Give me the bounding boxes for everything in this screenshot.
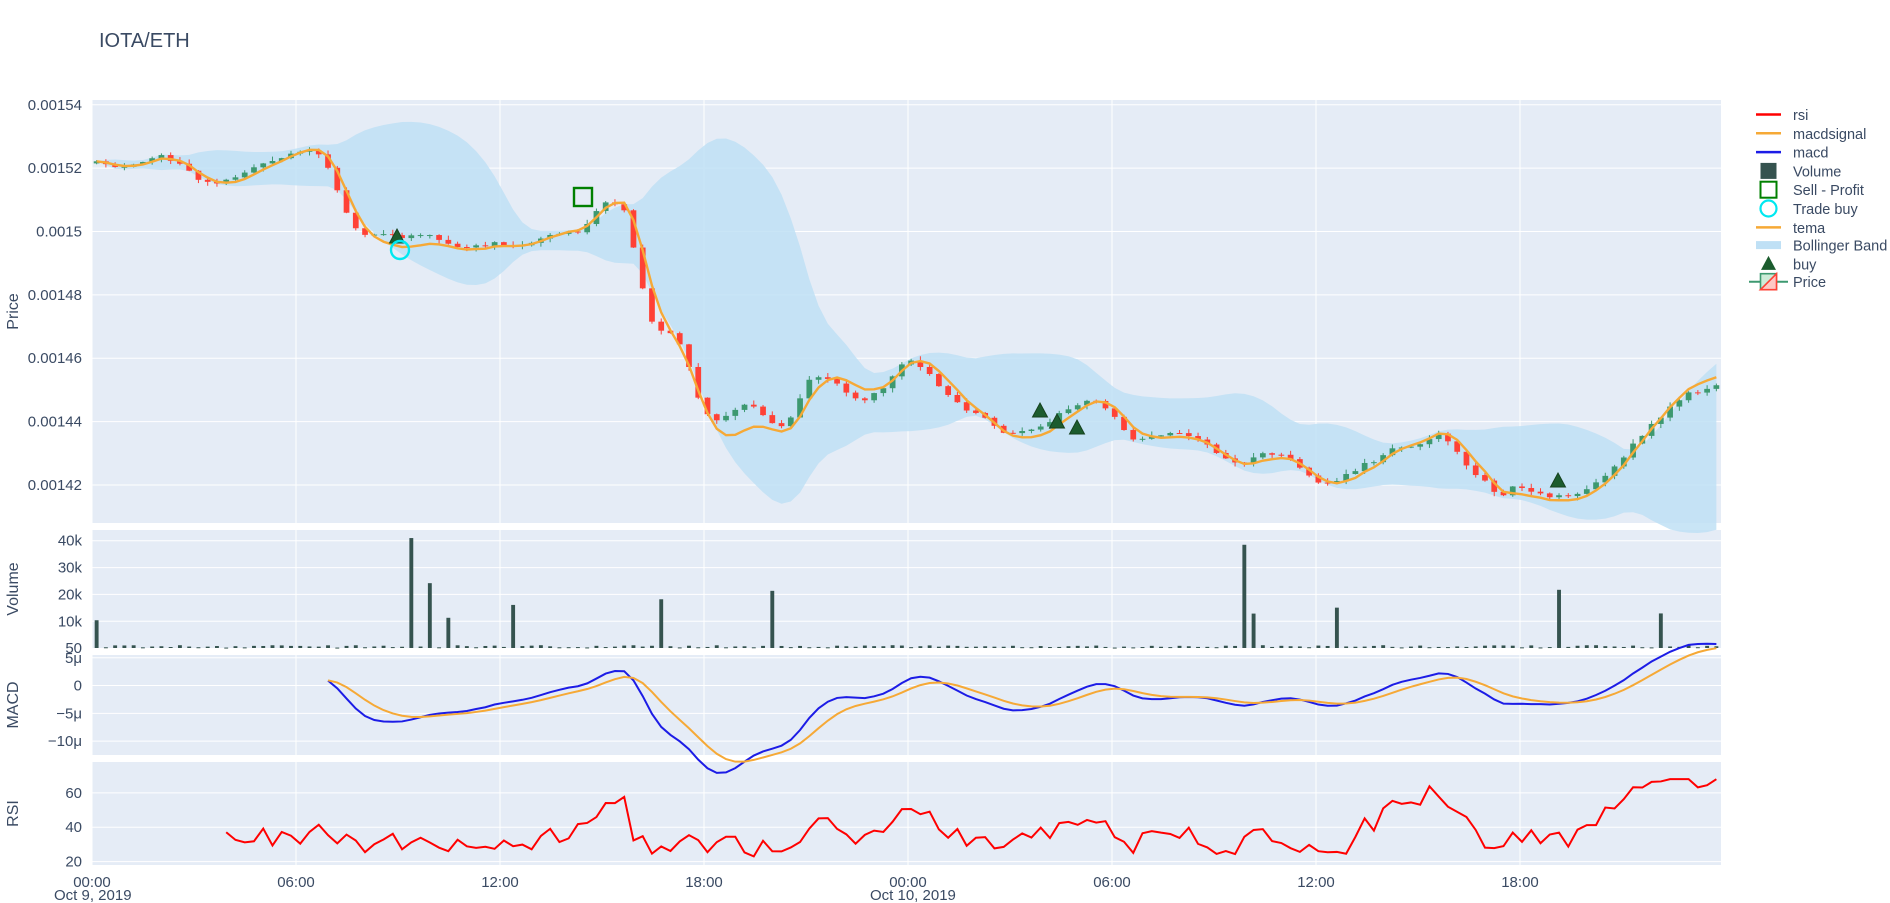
svg-text:Volume: Volume <box>1793 164 1841 180</box>
svg-text:0.00144: 0.00144 <box>28 414 82 431</box>
svg-text:0.00154: 0.00154 <box>28 97 82 114</box>
svg-text:30k: 30k <box>58 560 83 577</box>
svg-text:0.00146: 0.00146 <box>28 350 82 367</box>
svg-text:−5μ: −5μ <box>56 705 82 722</box>
svg-text:RSI: RSI <box>5 800 22 827</box>
svg-text:Price: Price <box>1793 275 1826 291</box>
svg-text:Trade buy: Trade buy <box>1793 202 1858 218</box>
svg-text:0.00142: 0.00142 <box>28 477 82 494</box>
svg-text:MACD: MACD <box>5 681 22 728</box>
svg-text:10k: 10k <box>58 613 83 630</box>
svg-text:rsi: rsi <box>1793 108 1808 124</box>
svg-text:macd: macd <box>1793 146 1828 162</box>
svg-text:40k: 40k <box>58 533 83 550</box>
svg-text:0: 0 <box>74 678 82 695</box>
svg-text:0.0015: 0.0015 <box>36 223 82 240</box>
svg-text:Sell - Profit: Sell - Profit <box>1793 183 1864 199</box>
svg-text:40: 40 <box>65 819 82 836</box>
svg-text:Volume: Volume <box>5 562 22 615</box>
svg-text:0.00148: 0.00148 <box>28 287 82 304</box>
svg-text:06:00: 06:00 <box>277 874 315 891</box>
svg-text:buy: buy <box>1793 257 1817 273</box>
svg-text:−10μ: −10μ <box>48 733 82 750</box>
svg-text:20: 20 <box>65 854 82 871</box>
svg-text:0.00152: 0.00152 <box>28 160 82 177</box>
svg-text:18:00: 18:00 <box>1501 874 1539 891</box>
svg-text:Oct 9, 2019: Oct 9, 2019 <box>54 887 132 903</box>
svg-text:12:00: 12:00 <box>481 874 519 891</box>
svg-text:18:00: 18:00 <box>685 874 723 891</box>
svg-text:20k: 20k <box>58 586 83 603</box>
svg-text:06:00: 06:00 <box>1093 874 1131 891</box>
svg-text:tema: tema <box>1793 221 1826 237</box>
svg-text:macdsignal: macdsignal <box>1793 127 1866 143</box>
svg-text:12:00: 12:00 <box>1297 874 1335 891</box>
svg-text:5μ: 5μ <box>65 650 82 667</box>
svg-text:60: 60 <box>65 785 82 802</box>
svg-text:Oct 10, 2019: Oct 10, 2019 <box>870 887 956 903</box>
svg-text:Price: Price <box>5 293 22 330</box>
svg-text:Bollinger Band: Bollinger Band <box>1793 239 1887 255</box>
